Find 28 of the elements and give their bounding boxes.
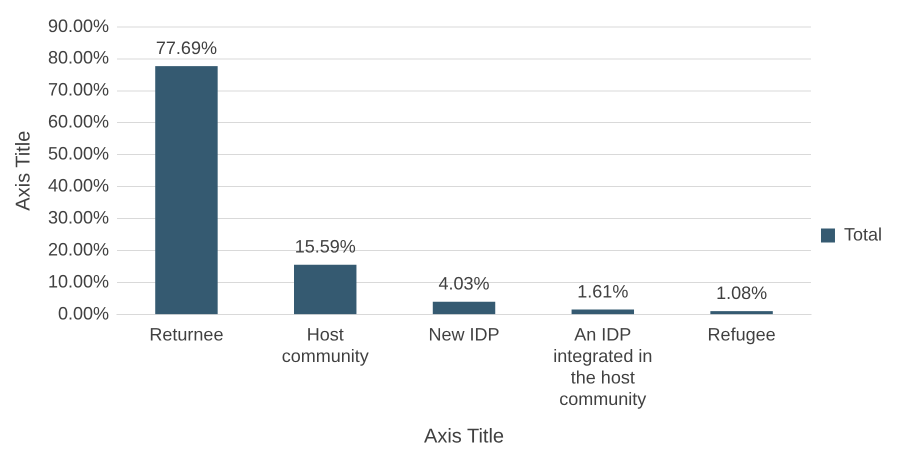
y-tick-label: 50.00% [48, 144, 110, 164]
y-tick-label: 20.00% [48, 240, 110, 260]
x-tick-label: Refugee [708, 324, 776, 344]
x-tick-label: Host community [282, 324, 369, 366]
data-label: 4.03% [438, 274, 490, 294]
x-axis-title: Axis Title [424, 426, 504, 448]
y-tick-label: 40.00% [48, 176, 110, 196]
bar [572, 309, 634, 314]
data-label: 1.61% [577, 281, 628, 302]
legend-label: Total [844, 224, 882, 244]
bar [155, 66, 218, 314]
y-tick-label: 10.00% [48, 272, 110, 292]
y-tick-label: 30.00% [48, 208, 110, 228]
bar [294, 264, 356, 314]
data-label: 77.69% [156, 38, 217, 58]
x-tick-label: Returnee [149, 324, 224, 344]
y-axis-title: Axis Title [12, 130, 35, 211]
bar [432, 302, 496, 314]
data-label: 1.08% [716, 283, 768, 304]
y-tick-label: 90.00% [48, 16, 110, 36]
x-tick-label: New IDP [428, 324, 500, 344]
bar [710, 311, 773, 314]
y-tick-label: 70.00% [48, 80, 110, 100]
y-tick-label: 60.00% [48, 112, 110, 132]
y-tick-label: 80.00% [48, 48, 110, 68]
x-tick-label: An IDP integrated in the host community [553, 324, 652, 410]
data-label: 15.59% [294, 236, 356, 257]
y-tick-label: 0.00% [58, 304, 110, 324]
